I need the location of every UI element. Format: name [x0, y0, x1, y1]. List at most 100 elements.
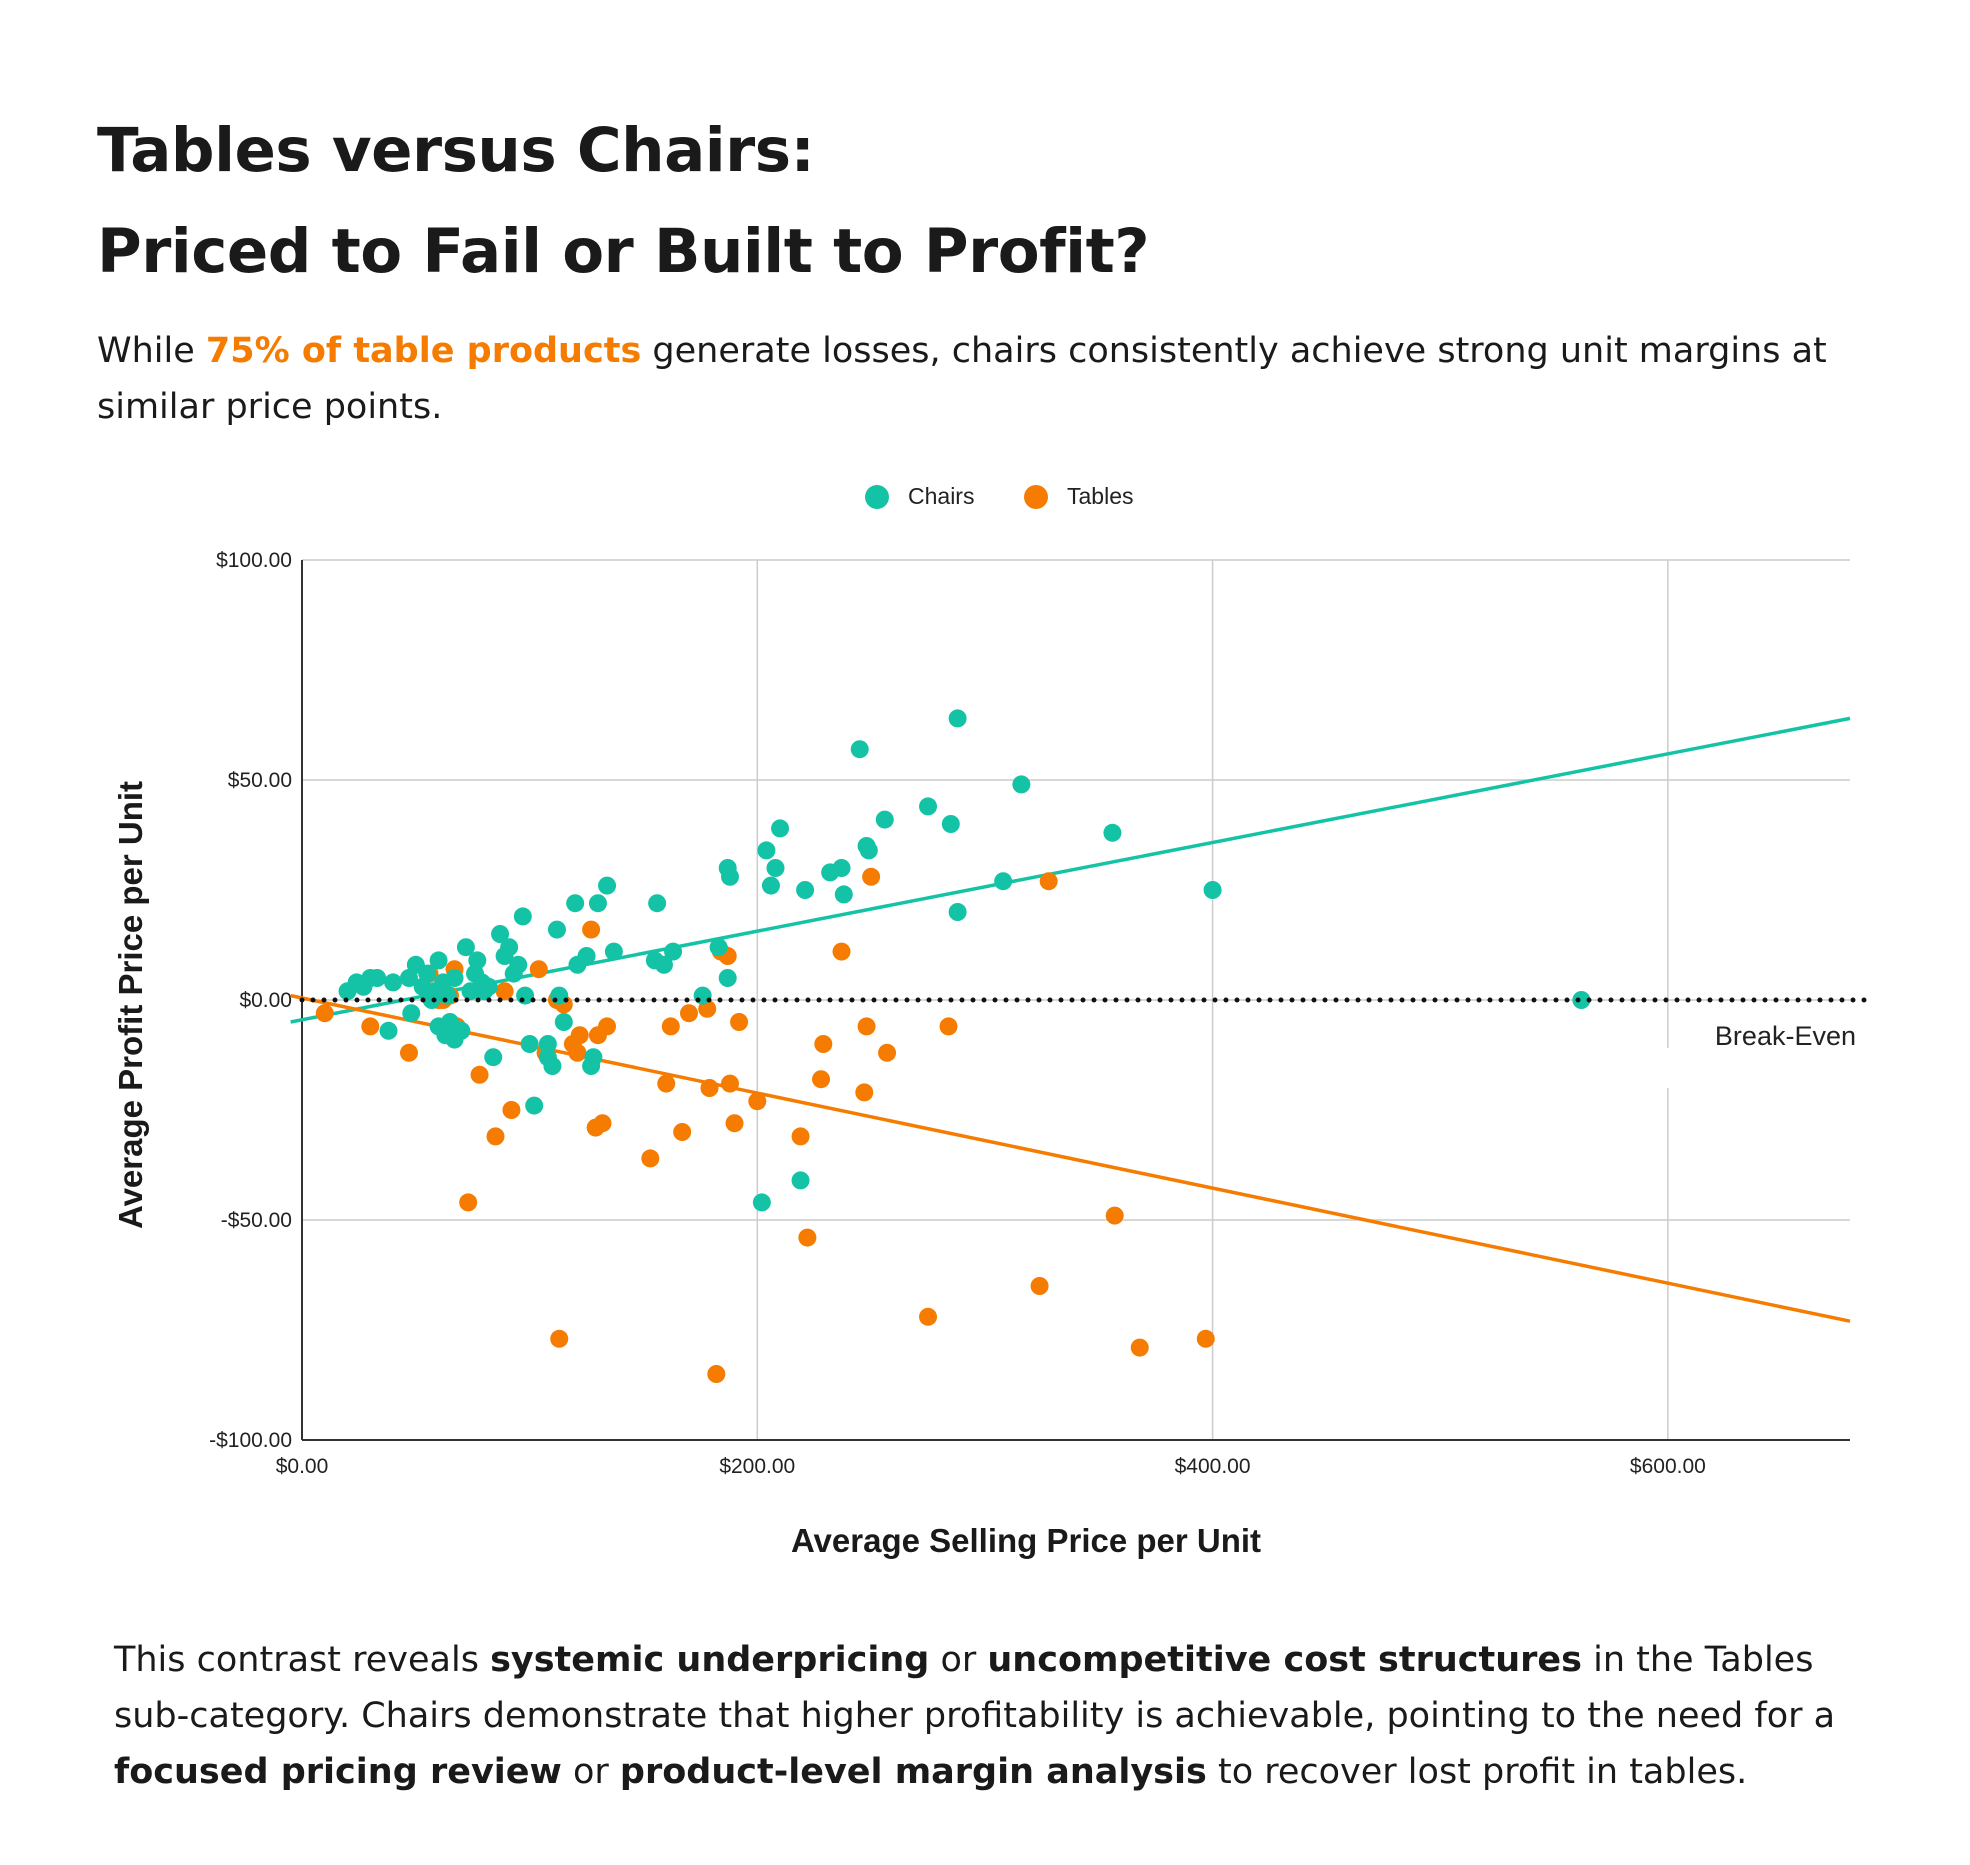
chairs-legend-label: Chairs [908, 483, 974, 509]
y-tick-label: -$100.00 [209, 1429, 292, 1452]
chairs-point [418, 964, 437, 983]
tables-point [814, 1035, 833, 1053]
tables-point [570, 1026, 589, 1045]
tables-point [939, 1017, 958, 1036]
tables-point [1030, 1277, 1049, 1295]
chairs-point [654, 955, 673, 974]
tables-point [878, 1043, 897, 1062]
footer-b2: uncompetitive cost structures [987, 1640, 1582, 1680]
chairs-point [859, 841, 878, 860]
subtitle-pre: While [97, 331, 206, 371]
x-tick-label: $200.00 [719, 1455, 795, 1478]
chairs-point [948, 709, 967, 728]
tables-point [832, 942, 851, 961]
footer-text: This contrast reveals systemic underpric… [114, 1632, 1894, 1800]
chairs-point [566, 894, 585, 913]
chairs-point [1572, 991, 1591, 1009]
tables-point [855, 1083, 874, 1102]
footer-t2: or [929, 1640, 988, 1680]
tables-point [568, 1043, 587, 1062]
chairs-legend-marker [865, 485, 889, 509]
chairs-point [438, 986, 457, 1005]
x-tick-label: $0.00 [276, 1455, 329, 1478]
title-line-2: Priced to Fail or Built to Profit? [97, 216, 1150, 287]
chairs-point [500, 938, 519, 957]
tables-point [470, 1065, 489, 1084]
tables-point [730, 1013, 749, 1031]
chairs-point [1203, 881, 1222, 899]
subtitle: While 75% of table products generate los… [97, 323, 1877, 435]
chairs-point [766, 859, 785, 877]
tables-point [529, 960, 548, 979]
tables-point [661, 1017, 680, 1036]
x-tick-label: $600.00 [1630, 1455, 1706, 1478]
tables-point [657, 1074, 676, 1093]
tables-point [673, 1123, 692, 1141]
tables-point [707, 1365, 726, 1383]
chairs-point [588, 894, 607, 913]
tables-point [720, 1074, 739, 1093]
chairs-point [384, 973, 403, 992]
tables-legend-marker [1024, 485, 1048, 509]
tables-point [700, 1079, 719, 1097]
chairs-point [445, 969, 464, 987]
footer-t4: or [561, 1752, 620, 1792]
title-line-1: Tables versus Chairs: [97, 115, 815, 186]
data-points [315, 709, 1591, 1383]
x-axis-title: Average Selling Price per Unit [791, 1522, 1261, 1559]
chart-title: Tables versus Chairs: Priced to Fail or … [97, 100, 1150, 302]
tables-point [1105, 1206, 1124, 1225]
chairs-point [948, 903, 967, 921]
tables-point [315, 1004, 334, 1023]
chairs-point [513, 907, 532, 926]
tables-point [812, 1070, 831, 1089]
footer-b3: focused pricing review [114, 1752, 562, 1792]
chairs-point [547, 920, 566, 939]
chairs-point [664, 942, 683, 961]
tables-point [857, 1017, 876, 1036]
chairs-point [509, 955, 528, 974]
tables-point [919, 1307, 938, 1326]
y-axis-title: Average Profit Price per Unit [112, 781, 149, 1229]
y-tick-label: $0.00 [239, 989, 292, 1012]
chairs-point [994, 872, 1013, 891]
footer-b4: product-level margin analysis [619, 1752, 1207, 1792]
tables-point [725, 1114, 744, 1133]
chairs-point [919, 797, 938, 816]
chairs-point [850, 740, 869, 759]
chairs-point [1012, 775, 1031, 794]
tick-labels: $100.00 $50.00 $0.00 -$50.00 -$100.00 $0.00 $2… [209, 549, 1706, 1478]
chairs-point [399, 969, 418, 987]
chart-svg: $100.00 $50.00 $0.00 -$50.00 -$100.00 $0.00 $2… [112, 483, 1868, 1559]
footer-t1: This contrast reveals [114, 1640, 491, 1680]
tables-point [862, 867, 881, 886]
chairs-point [648, 894, 667, 913]
tables-point [502, 1101, 521, 1119]
legend: Chairs Tables [865, 483, 1133, 509]
chairs-point [368, 969, 387, 987]
tables-point [593, 1114, 612, 1133]
footer-t3: in the Tables sub-category. Chairs demon… [114, 1640, 1836, 1736]
scatter-chart: $100.00 $50.00 $0.00 -$50.00 -$100.00 $0.00 $2… [0, 460, 1970, 1594]
chairs-point [525, 1096, 544, 1115]
y-tick-label: $50.00 [228, 769, 292, 792]
breakeven-label: Break-Even [1715, 1021, 1856, 1051]
tables-point [791, 1127, 810, 1146]
chairs-point [429, 951, 448, 970]
subtitle-highlight: 75% of table products [205, 331, 642, 371]
tables-point [680, 1004, 698, 1023]
chairs-point [402, 1004, 421, 1023]
chairs-point [554, 1013, 573, 1031]
chairs-point [598, 876, 617, 895]
chairs-point [761, 876, 780, 895]
chairs-point [452, 1021, 471, 1040]
axis-labels: Average Selling Price per Unit Average Pr… [112, 781, 1261, 1559]
subtitle-post: generate losses, chairs consistently ach… [97, 331, 1827, 427]
chairs-point [577, 947, 596, 965]
chairs-point [456, 938, 475, 957]
x-tick-label: $400.00 [1175, 1455, 1251, 1478]
footer-t5: to recover lost profit in tables. [1206, 1752, 1748, 1792]
tables-legend-label: Tables [1067, 483, 1133, 509]
tables-point [748, 1092, 767, 1111]
chairs-point [379, 1021, 398, 1040]
